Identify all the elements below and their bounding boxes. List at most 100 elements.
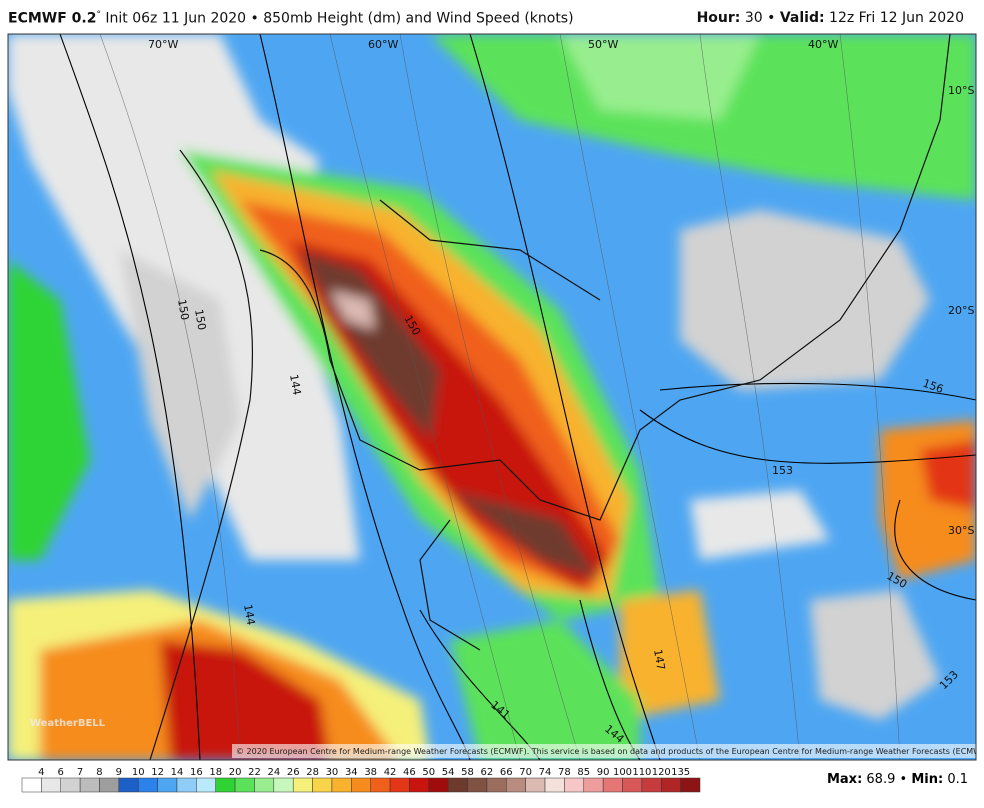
color-swatch [21,777,42,793]
valid: 12z Fri 12 Jun 2020 [829,10,964,26]
header: ECMWF 0.2° Init 06z 11 Jun 2020 • 850mb … [8,10,976,32]
colorbar-label: 54 [442,767,455,778]
color-swatch [641,777,662,793]
copyright: © 2020 European Centre for Medium-range … [236,747,984,756]
color-swatch [680,777,701,793]
color-swatch [467,777,488,793]
color-swatch [351,777,371,793]
header-left: ECMWF 0.2° Init 06z 11 Jun 2020 • 850mb … [8,10,574,27]
colorbar-label: 18 [209,767,222,778]
colorbar-label: 4 [38,767,44,778]
hour-label: Hour: [696,10,741,26]
colorbar-label: 28 [306,767,319,778]
colorbar-label: 9 [116,767,122,778]
colorbar-label: 20 [229,767,242,778]
color-swatch [370,777,391,793]
colorbar-label: 30 [326,767,339,778]
color-swatch [99,777,120,793]
colorbar-label: 90 [597,767,610,778]
color-swatch [389,777,410,793]
valid-label: Valid: [779,10,825,26]
color-swatch [60,777,81,793]
lon-label: 50°W [588,38,618,51]
color-swatch [137,777,158,793]
colorbar-label: 24 [267,767,280,778]
colorbar-label: 70 [519,767,532,778]
color-swatch [564,777,585,793]
colorbar-label: 14 [171,767,184,778]
lon-label: 70°W [148,38,178,51]
colorbar-label: 10 [132,767,145,778]
colorbar-label: 135 [671,767,690,778]
boundaries [149,34,951,760]
colorbar-label: 34 [345,767,358,778]
colorbar-label: 85 [577,767,590,778]
color-swatch [79,777,100,793]
colorbar-label: 8 [96,767,102,778]
min-label: Min: [911,772,944,787]
colorbar-label: 26 [287,767,300,778]
color-swatch [525,777,546,793]
colorbar-label: 120 [652,767,671,778]
color-swatch [292,777,313,793]
color-swatch [118,777,139,793]
separator: • [767,10,776,26]
color-swatch [602,777,623,793]
color-swatch [215,777,236,793]
colorbar-label: 110 [632,767,651,778]
colorbar-label: 58 [461,767,474,778]
description: Init 06z 11 Jun 2020 • 850mb Height (dm)… [105,10,574,27]
color-swatch [176,777,197,793]
header-right: Hour: 30 • Valid: 12z Fri 12 Jun 2020 [697,10,964,26]
color-swatch [544,777,565,793]
colorbar-label: 66 [500,767,513,778]
contour-label: 147 [651,648,667,671]
wind-field: 70°W 60°W 50°W 40°W 10°S 20°S 30°S 150 1… [8,34,984,760]
color-swatch [447,777,468,793]
graticule-labels: 70°W 60°W 50°W 40°W 10°S 20°S 30°S [148,38,974,537]
colorbar-label: 42 [384,767,397,778]
colorbar-label: 12 [151,767,164,778]
lat-label: 30°S [948,524,974,537]
color-swatch [41,777,61,793]
footer: Max: 68.9 • Min: 0.1 [827,772,968,787]
colorbar-label: 6 [58,767,64,778]
color-swatch [622,777,643,793]
lon-label: 40°W [808,38,838,51]
contour-label: 144 [241,603,257,626]
color-swatch [196,777,216,793]
colorbar-label: 7 [77,767,83,778]
color-swatch [157,777,178,793]
color-swatch [428,777,449,793]
colorbar-label: 38 [364,767,377,778]
contour-label: 150 [192,308,208,331]
model: ECMWF 0.2 [8,10,97,27]
colorbar-label: 62 [481,767,494,778]
separator: • [899,772,908,787]
degree: ° [96,10,101,20]
color-swatch [234,777,255,793]
logo: WeatherBELL [30,718,106,729]
color-swatch [331,777,352,793]
max: 68.9 [866,772,896,787]
hour: 30 [744,10,763,26]
contour-label: 144 [287,373,303,396]
color-swatch [583,777,604,793]
colorbar-label: 50 [422,767,435,778]
color-swatch [254,777,275,793]
lat-label: 10°S [948,84,974,97]
colorbar-label: 46 [403,767,416,778]
lat-label: 20°S [948,304,974,317]
min: 0.1 [947,772,968,787]
colorbar: 4 6 7 8 9 10 12 14 16 18 20 22 24 26 28 30 34 38 42 46 50 54 5… [21,767,701,793]
colorbar-label: 100 [613,767,632,778]
color-swatch [409,777,430,793]
colorbar-label: 74 [539,767,552,778]
max-label: Max: [826,772,863,787]
color-swatch [506,777,526,793]
color-swatch [661,777,681,793]
color-swatch [273,777,294,793]
color-swatch [312,777,333,793]
